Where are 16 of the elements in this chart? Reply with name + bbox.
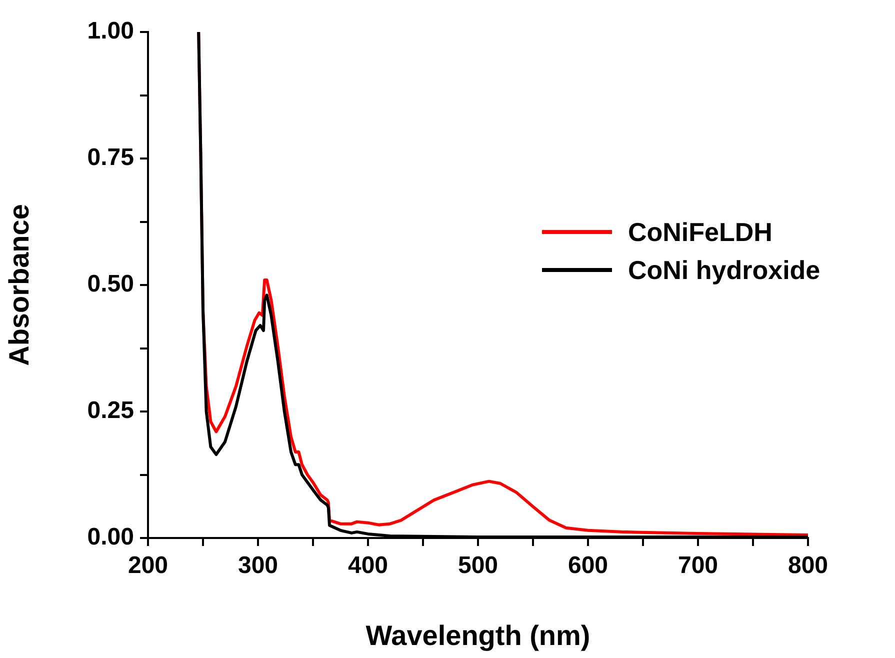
legend-label: CoNiFeLDH: [628, 216, 772, 248]
x-axis-title: Wavelength (nm): [366, 620, 590, 651]
y-axis-title: Absorbance: [4, 204, 35, 366]
legend-label: CoNi hydroxide: [628, 254, 820, 286]
text: 0.00: [87, 524, 134, 551]
x-tick-label: 800: [788, 552, 828, 580]
y-tick-label: 0.75: [87, 144, 134, 172]
x-tick-label: 300: [238, 552, 278, 580]
x-tick-label: 500: [458, 552, 498, 580]
y-tick-label: 1.00: [87, 18, 134, 45]
x-tick-label: 700: [678, 552, 718, 580]
x-tick-label: 200: [128, 552, 168, 580]
y-tick-label: 0.50: [87, 270, 134, 298]
x-tick-label: 600: [568, 552, 608, 580]
y-tick-label: 0.25: [87, 397, 134, 424]
x-tick-label: 400: [348, 552, 388, 580]
